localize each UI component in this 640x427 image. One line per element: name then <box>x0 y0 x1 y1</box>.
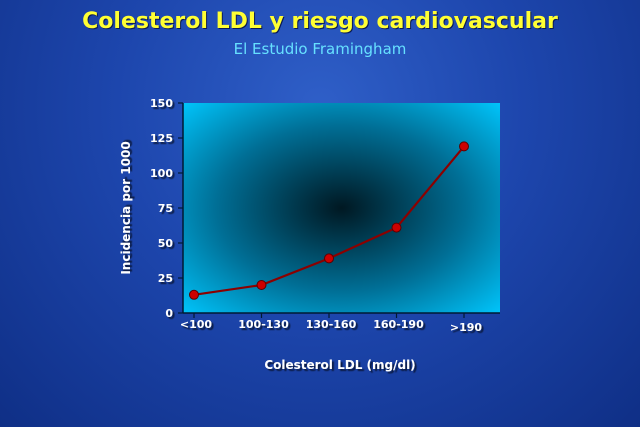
y-tick-label: 150 <box>150 97 173 110</box>
x-axis-title: Colesterol LDL (mg/dl) <box>264 358 415 372</box>
y-tick-label: 75 <box>158 202 173 215</box>
y-tick-label: 50 <box>158 237 174 250</box>
data-point <box>189 289 199 300</box>
plot-area <box>183 103 500 313</box>
x-tick-label: 160-190 <box>373 318 424 331</box>
data-point <box>459 141 469 152</box>
y-axis-title: Incidencia por 1000 <box>119 141 133 274</box>
y-tick-label: 0 <box>165 307 173 320</box>
data-point <box>391 222 402 233</box>
x-tick-label: 130-160 <box>306 318 357 331</box>
chart-subtitle: El Estudio Framingham <box>233 40 407 58</box>
x-tick-label: <100 <box>180 318 213 331</box>
data-point <box>256 280 267 290</box>
chart-title: Colesterol LDL y riesgo cardiovascular <box>82 9 558 34</box>
y-tick-label: 100 <box>150 167 173 180</box>
x-tick-label: 100-130 <box>238 318 289 331</box>
x-tick-label: >190 <box>450 321 483 334</box>
y-tick-label: 25 <box>158 272 173 285</box>
y-tick-label: 125 <box>150 132 173 145</box>
data-point <box>324 253 334 264</box>
